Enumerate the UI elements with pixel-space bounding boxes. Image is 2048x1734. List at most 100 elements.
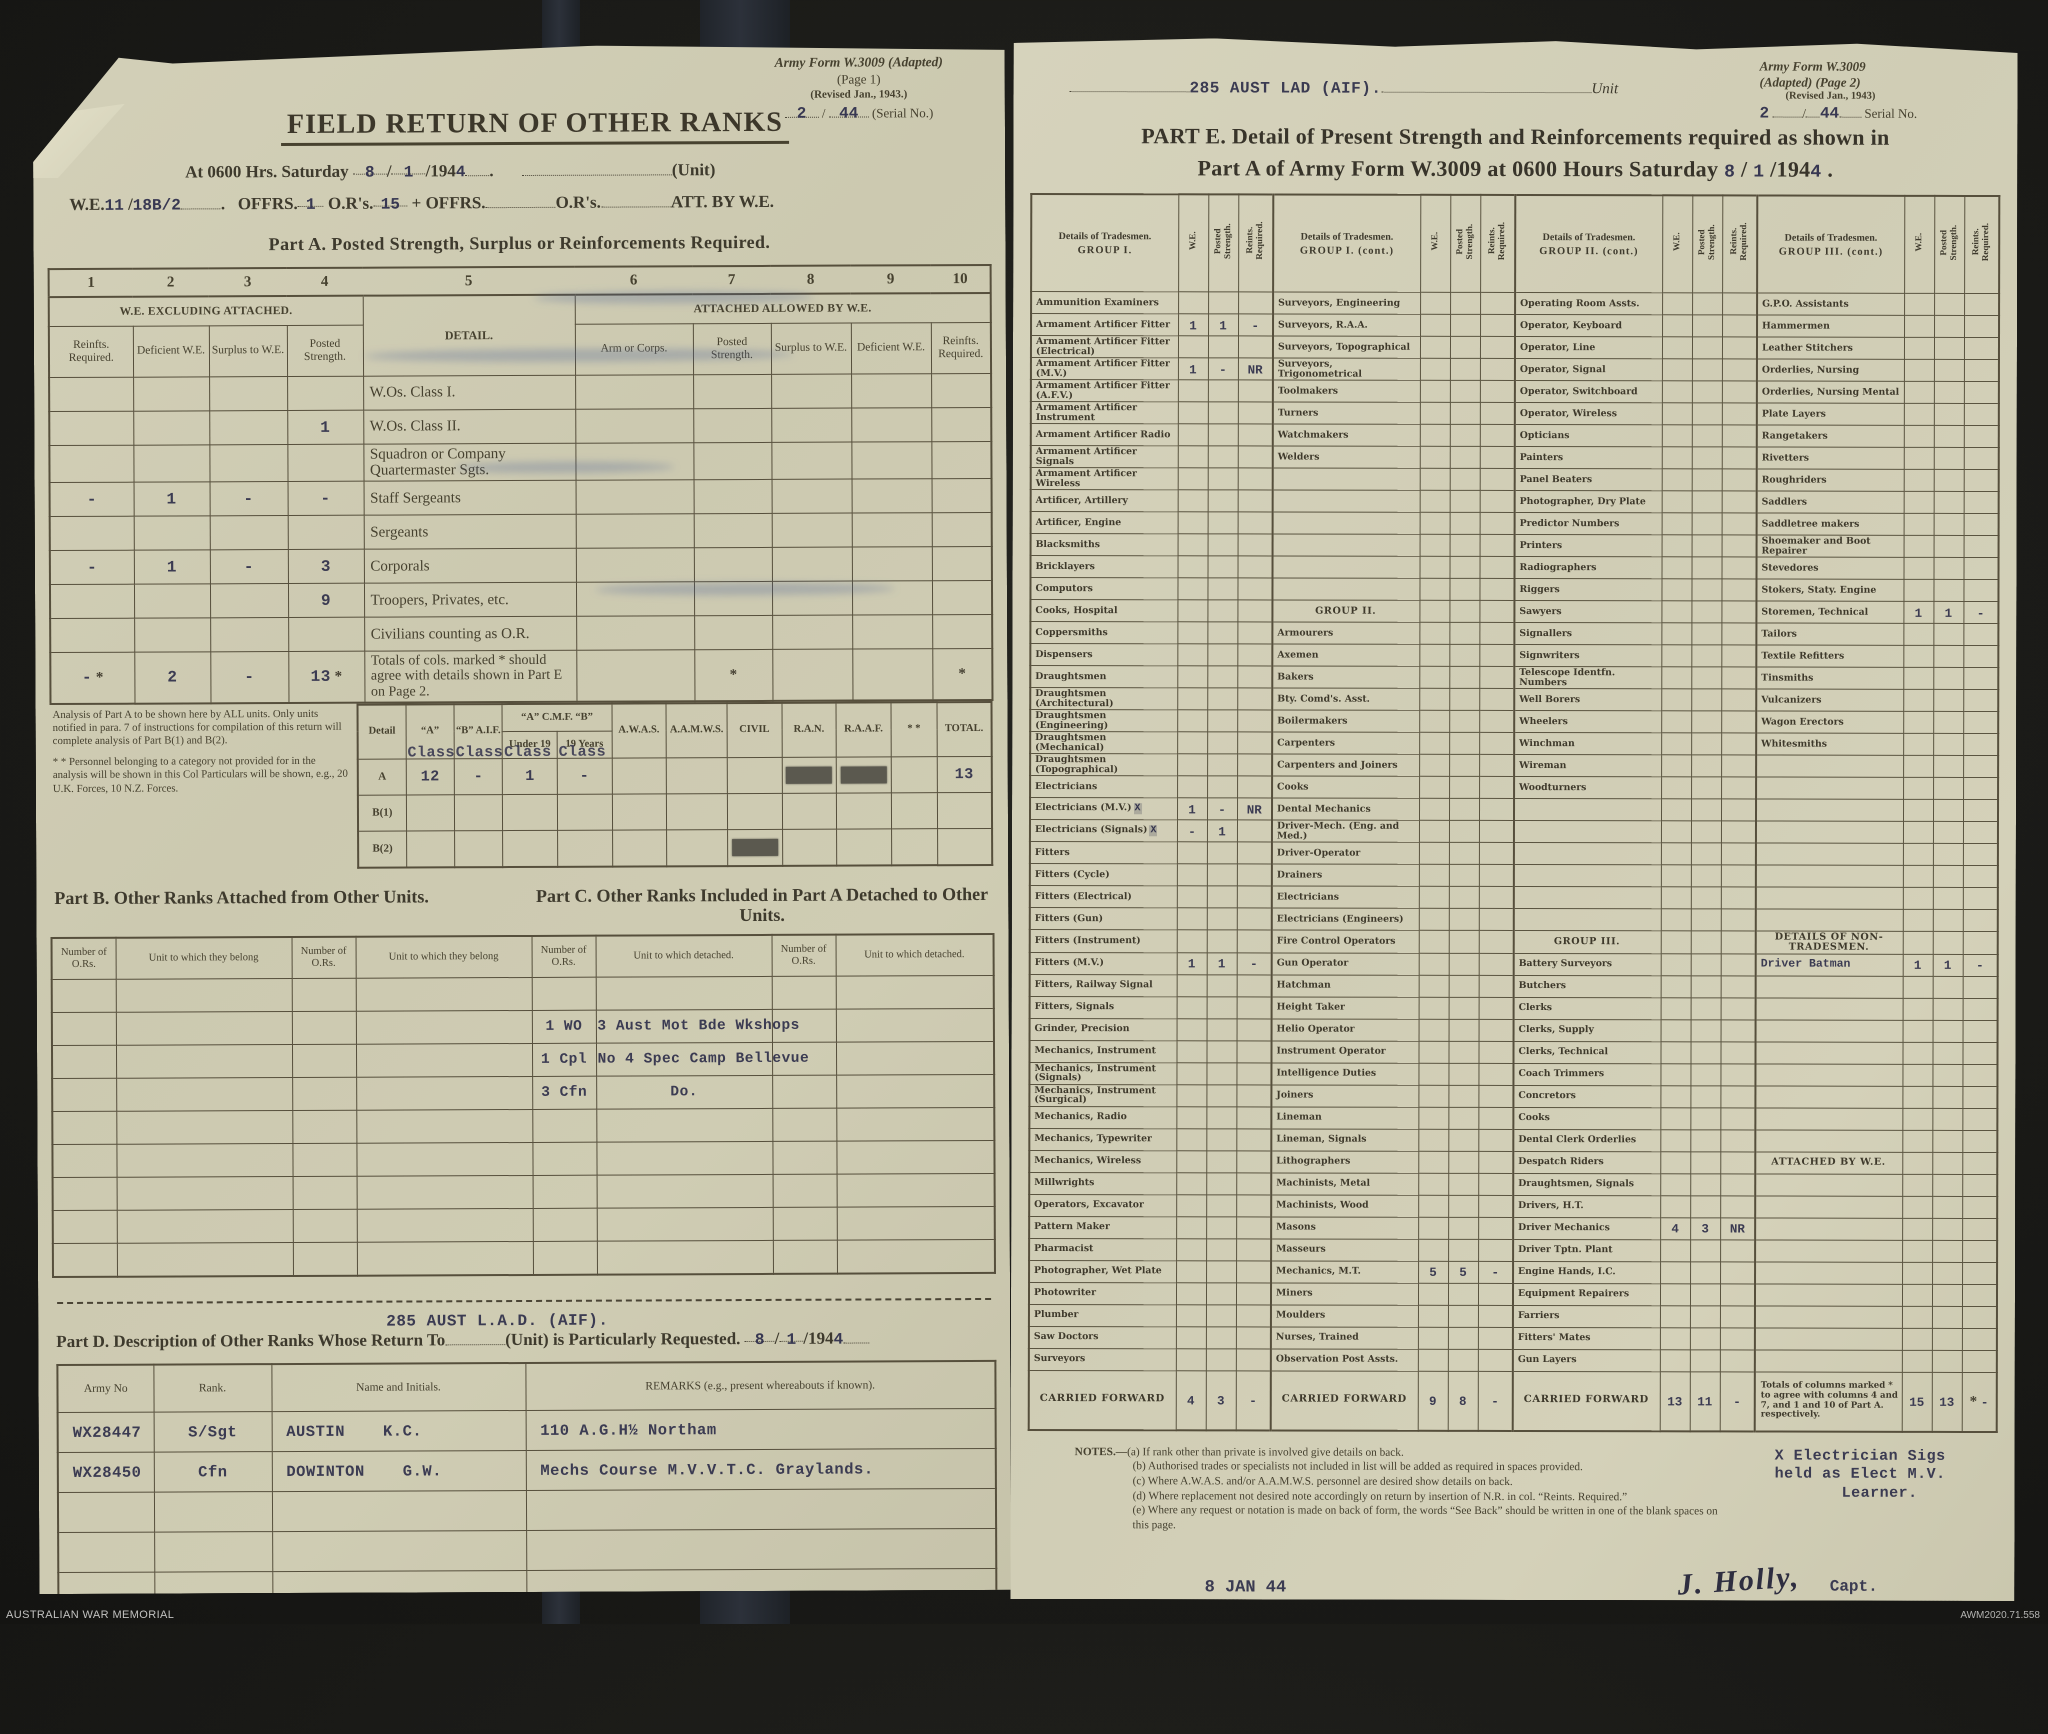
value-cell [1690, 1305, 1720, 1327]
table-row: W.Os. Class I. [49, 373, 991, 411]
part-e-heading-line2: Part A of Army Form W.3009 at 0600 Hours… [1197, 155, 1834, 183]
table-row: 1 WO 3 Aust Mot Bde Wkshops [52, 1009, 994, 1046]
value-cell [1449, 1019, 1479, 1041]
column-number: 4 [287, 268, 363, 296]
value-cell [1964, 403, 1999, 425]
value-cell [1722, 293, 1757, 315]
value-cell [1176, 1128, 1206, 1150]
value-cell [1177, 842, 1207, 864]
tradesman-cell: Millwrights [1029, 1172, 1176, 1194]
bc-cell [597, 1207, 773, 1241]
tradesman-cell [1755, 1306, 1902, 1328]
group-header-left: W.E. EXCLUDING ATTACHED. [49, 296, 363, 327]
typed-value: 1 [1188, 802, 1196, 817]
tradesman-cell [1514, 864, 1661, 886]
value-cell [1478, 1327, 1513, 1349]
value-cell [1478, 1151, 1513, 1173]
tradesman-cell: Carpenters [1272, 732, 1419, 754]
value-cell [1418, 1041, 1448, 1063]
value-cell [1721, 909, 1756, 931]
tradesman-cell: Surveyors, Topographical [1273, 336, 1420, 358]
typed-value: 1 [1218, 824, 1226, 839]
value-cell [1207, 732, 1237, 754]
value-cell [1902, 1086, 1932, 1108]
value-cell [1206, 1150, 1236, 1172]
tradesman-cell: Nurses, Trained [1271, 1327, 1418, 1349]
value-cell [1480, 534, 1515, 556]
group-header: Details of Tradesmen. GROUP I. [1031, 194, 1178, 292]
tradesman-cell [1755, 1042, 1902, 1064]
value-cell [1932, 1218, 1962, 1240]
analysis-cell [891, 792, 937, 828]
value-cell [1721, 777, 1756, 799]
sub-header: Posted Strength. [287, 325, 363, 376]
column-number: 1 [49, 269, 133, 297]
value-cell [1479, 644, 1514, 666]
value-cell [1933, 579, 1963, 601]
value-cell [1660, 1085, 1690, 1107]
value-cell [1720, 1261, 1755, 1283]
value-cell [1177, 886, 1207, 908]
value-cell [1932, 1284, 1962, 1306]
value-cell [209, 377, 287, 411]
value-cell [1478, 1195, 1513, 1217]
value-cell [1692, 359, 1722, 381]
tradesman-cell: Signwriters [1514, 645, 1661, 667]
tradesman-cell: Operators, Excavator [1029, 1194, 1176, 1216]
value-cell [1660, 1261, 1690, 1283]
value-cell [1450, 292, 1480, 314]
rotated-header-text: Posted Strength. [1454, 223, 1475, 260]
value-cell [1420, 512, 1450, 534]
value-cell: 1 [1177, 798, 1207, 820]
bc-cell [116, 979, 292, 1013]
tradesman-cell: Surveyors, R.A.A. [1273, 314, 1420, 336]
bc-cell [772, 1075, 836, 1108]
tradesman-cell: Ammunition Examiners [1031, 291, 1178, 313]
tradesman-cell: Pharmacist [1029, 1238, 1176, 1260]
value-cell [1178, 380, 1208, 402]
value-cell [1660, 1129, 1690, 1151]
value-cell [931, 407, 991, 441]
value-cell [1721, 843, 1756, 865]
value-cell [1177, 776, 1207, 798]
bc-cell [597, 1240, 773, 1274]
value-cell [1237, 622, 1272, 644]
value-cell [1662, 447, 1692, 469]
value-cell [1450, 380, 1480, 402]
name-cell [272, 1611, 526, 1652]
value-cell [1903, 755, 1933, 777]
part-b-c-headings: Part B. Other Ranks Attached from Other … [54, 884, 990, 929]
tradesman-cell: Gun Operator [1272, 953, 1419, 975]
value-cell [1963, 689, 1998, 711]
value-cell: 1 [1177, 952, 1207, 974]
analysis-header: “A” Class [406, 704, 455, 759]
form-revision: (Revised Jan., 1943) [1785, 90, 1876, 102]
value-cell [1206, 1348, 1236, 1370]
value-cell [1419, 997, 1449, 1019]
value-cell [1692, 403, 1722, 425]
tradesman-cell: Artificer, Artillery [1031, 489, 1178, 511]
value-cell [1932, 1086, 1962, 1108]
value-cell [1449, 600, 1479, 622]
value-cell [1177, 600, 1207, 622]
table-row: Armament Artificer Signals Welders Painter… [1031, 445, 1999, 469]
tradesman-cell: Equipment Repairers [1513, 1283, 1660, 1305]
value-cell [1692, 513, 1722, 535]
value-cell [1206, 1238, 1236, 1260]
value-cell [1962, 1306, 1997, 1328]
value-cell [1177, 908, 1207, 930]
remarks-cell: Mechs Course M.V.V.T.C. Graylands. [526, 1449, 996, 1491]
value-cell [1692, 491, 1722, 513]
bc-cell [533, 1241, 597, 1275]
value-cell [1479, 864, 1514, 886]
value-cell [1661, 601, 1691, 623]
bc-cell [357, 1209, 533, 1243]
value-cell [1932, 1174, 1962, 1196]
bc-cell [292, 1110, 356, 1143]
tradesman-cell: Clerks, Supply [1514, 1019, 1661, 1041]
tradesman-cell: Bty. Comd's. Asst. [1272, 688, 1419, 710]
tradesman-cell: Drivers, H.T. [1513, 1195, 1660, 1217]
tradesman-cell: Grinder, Precision [1030, 1018, 1177, 1040]
unit-suffix: (Unit) [671, 160, 716, 180]
tradesman-cell: Machinists, Metal [1271, 1173, 1418, 1195]
